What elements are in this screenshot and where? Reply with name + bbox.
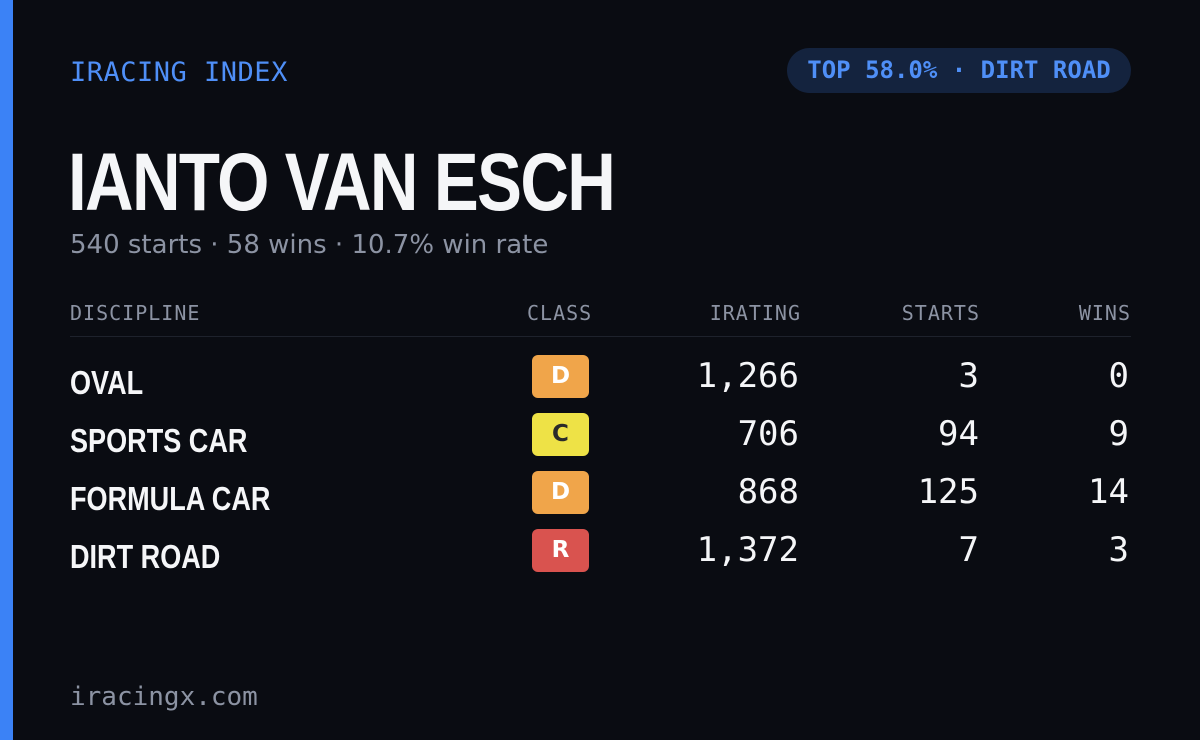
driver-summary: 540 starts · 58 wins · 10.7% win rate: [70, 230, 549, 260]
wins-value: 14: [1088, 472, 1129, 512]
footer-link[interactable]: iracingx.com: [70, 682, 258, 712]
table-row: DIRT ROAD R 1,372 7 3: [70, 523, 1131, 581]
table-body: OVAL D 1,266 3 0 SPORTS CAR C 706 94 9 F…: [70, 337, 1131, 581]
irating-value: 1,266: [696, 356, 799, 396]
rank-badge: TOP 58.0% · DIRT ROAD: [787, 48, 1131, 93]
discipline-name: DIRT ROAD: [70, 538, 221, 575]
discipline-name: OVAL: [70, 364, 144, 401]
starts-value: 3: [958, 356, 979, 396]
brand-title: IRACING INDEX: [70, 57, 288, 88]
table-row: OVAL D 1,266 3 0: [70, 349, 1131, 407]
header-starts: STARTS: [901, 301, 980, 325]
wins-value: 9: [1108, 414, 1129, 454]
accent-bar: [0, 0, 13, 740]
wins-value: 0: [1108, 356, 1129, 396]
irating-value: 1,372: [696, 530, 799, 570]
table-header: DISCIPLINE CLASS IRATING STARTS WINS: [70, 298, 1131, 337]
discipline-name: SPORTS CAR: [70, 422, 248, 459]
starts-value: 125: [917, 472, 979, 512]
header-irating: IRATING: [709, 301, 801, 325]
wins-value: 3: [1108, 530, 1129, 570]
table-row: SPORTS CAR C 706 94 9: [70, 407, 1131, 465]
discipline-name: FORMULA CAR: [70, 480, 271, 517]
header-class: CLASS: [527, 301, 593, 325]
discipline-table: DISCIPLINE CLASS IRATING STARTS WINS OVA…: [70, 298, 1131, 581]
irating-value: 868: [737, 472, 799, 512]
starts-value: 94: [938, 414, 979, 454]
starts-value: 7: [958, 530, 979, 570]
driver-name: IANTO VAN ESCH: [68, 137, 616, 228]
class-badge: D: [532, 355, 589, 398]
header-wins: WINS: [1078, 301, 1131, 325]
header-discipline: DISCIPLINE: [70, 301, 201, 325]
class-badge: D: [532, 471, 589, 514]
irating-value: 706: [737, 414, 799, 454]
class-badge: C: [532, 413, 589, 456]
table-row: FORMULA CAR D 868 125 14: [70, 465, 1131, 523]
class-badge: R: [532, 529, 589, 572]
